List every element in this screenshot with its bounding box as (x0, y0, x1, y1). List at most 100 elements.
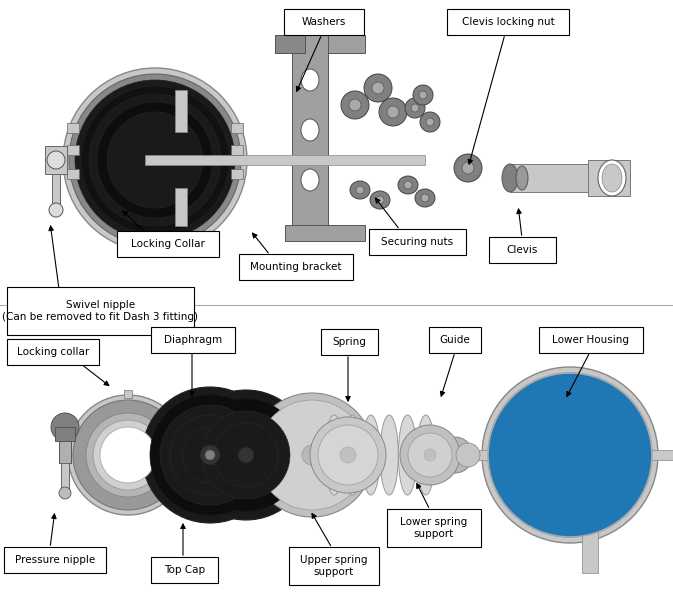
Ellipse shape (404, 181, 412, 189)
Ellipse shape (93, 420, 163, 490)
Ellipse shape (408, 433, 452, 477)
Text: Lower spring
support: Lower spring support (400, 517, 468, 539)
Text: Swivel nipple
(Can be removed to fit Dash 3 fitting): Swivel nipple (Can be removed to fit Das… (3, 300, 199, 322)
Bar (175, 90, 187, 132)
Ellipse shape (205, 450, 215, 460)
FancyBboxPatch shape (7, 339, 99, 365)
Ellipse shape (363, 449, 378, 473)
FancyBboxPatch shape (539, 327, 643, 353)
Ellipse shape (387, 106, 399, 118)
Ellipse shape (200, 445, 220, 465)
FancyBboxPatch shape (447, 9, 569, 35)
Text: Locking collar: Locking collar (17, 347, 89, 357)
Ellipse shape (59, 487, 71, 499)
Ellipse shape (424, 449, 436, 461)
Ellipse shape (214, 423, 278, 487)
Bar (67, 169, 79, 179)
Ellipse shape (494, 379, 646, 531)
Bar (285, 225, 365, 241)
Bar (582, 523, 598, 573)
Bar (55, 427, 75, 441)
Ellipse shape (302, 445, 322, 465)
Ellipse shape (405, 98, 425, 118)
FancyBboxPatch shape (429, 327, 481, 353)
Bar (231, 123, 243, 133)
Ellipse shape (63, 68, 247, 252)
Ellipse shape (417, 415, 435, 495)
FancyBboxPatch shape (151, 327, 235, 353)
Ellipse shape (51, 413, 79, 441)
Ellipse shape (341, 91, 369, 119)
Ellipse shape (426, 118, 434, 126)
Ellipse shape (97, 102, 213, 218)
Ellipse shape (413, 85, 433, 105)
Ellipse shape (349, 99, 361, 111)
Ellipse shape (421, 194, 429, 202)
Ellipse shape (502, 387, 638, 523)
FancyBboxPatch shape (321, 329, 378, 355)
Ellipse shape (100, 427, 156, 483)
Text: Clevis locking nut: Clevis locking nut (462, 17, 555, 27)
Text: Washers: Washers (302, 17, 346, 27)
Ellipse shape (364, 74, 392, 102)
Ellipse shape (380, 415, 398, 495)
Ellipse shape (462, 162, 474, 174)
Bar (45, 146, 67, 174)
Ellipse shape (512, 397, 628, 513)
Ellipse shape (419, 91, 427, 99)
Text: Upper spring
support: Upper spring support (300, 555, 367, 577)
Ellipse shape (345, 449, 360, 473)
Text: Mounting bracket: Mounting bracket (250, 262, 342, 272)
Ellipse shape (181, 390, 311, 520)
Bar (145, 155, 425, 165)
Ellipse shape (150, 395, 270, 515)
Ellipse shape (257, 400, 367, 510)
Ellipse shape (456, 443, 480, 467)
Ellipse shape (68, 395, 188, 515)
Ellipse shape (86, 413, 170, 497)
Text: Lower Housing: Lower Housing (553, 335, 629, 345)
FancyBboxPatch shape (489, 237, 556, 263)
Ellipse shape (69, 74, 241, 246)
Ellipse shape (398, 176, 418, 194)
Ellipse shape (301, 69, 319, 91)
Bar (588, 160, 630, 196)
FancyBboxPatch shape (369, 229, 466, 255)
Ellipse shape (488, 373, 652, 537)
Ellipse shape (301, 169, 319, 191)
Ellipse shape (170, 415, 250, 495)
Ellipse shape (400, 425, 460, 485)
Ellipse shape (238, 447, 254, 463)
FancyBboxPatch shape (284, 9, 364, 35)
Ellipse shape (400, 449, 415, 473)
Ellipse shape (602, 164, 622, 192)
Bar (650, 450, 673, 460)
Ellipse shape (75, 80, 235, 240)
Bar (59, 441, 71, 463)
Bar (231, 169, 243, 179)
Ellipse shape (488, 373, 652, 537)
Ellipse shape (356, 186, 364, 194)
Text: Diaphragm: Diaphragm (164, 335, 222, 345)
Ellipse shape (415, 189, 435, 207)
Ellipse shape (73, 400, 183, 510)
Ellipse shape (398, 415, 417, 495)
Ellipse shape (301, 119, 319, 141)
Ellipse shape (419, 449, 433, 473)
Ellipse shape (502, 164, 518, 192)
Ellipse shape (160, 405, 260, 505)
Ellipse shape (437, 437, 473, 473)
Ellipse shape (47, 151, 65, 169)
Bar (100, 450, 630, 460)
Ellipse shape (49, 203, 63, 217)
Ellipse shape (516, 166, 528, 190)
Ellipse shape (325, 415, 343, 495)
Ellipse shape (411, 104, 419, 112)
Ellipse shape (182, 427, 238, 483)
Bar (175, 188, 187, 226)
Text: Clevis: Clevis (507, 245, 538, 255)
Ellipse shape (318, 425, 378, 485)
Ellipse shape (382, 449, 396, 473)
Bar (67, 123, 79, 133)
Ellipse shape (190, 399, 302, 511)
